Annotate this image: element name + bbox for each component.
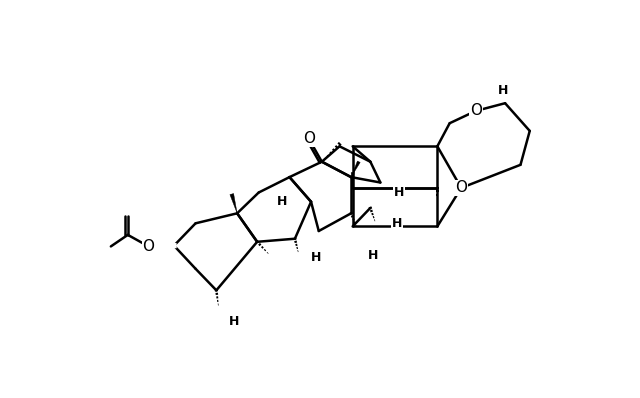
Text: H: H <box>276 195 287 208</box>
Polygon shape <box>351 172 354 188</box>
Polygon shape <box>148 245 174 248</box>
Text: H: H <box>392 217 403 230</box>
Text: O: O <box>470 103 482 118</box>
Polygon shape <box>230 193 237 213</box>
Text: H: H <box>367 249 378 262</box>
Text: H: H <box>499 84 509 97</box>
Text: H: H <box>311 251 322 264</box>
Text: H: H <box>229 314 239 328</box>
Polygon shape <box>351 161 360 177</box>
Text: O: O <box>303 131 315 146</box>
Text: O: O <box>143 239 155 254</box>
Text: O: O <box>455 180 467 195</box>
Text: H: H <box>394 186 404 199</box>
